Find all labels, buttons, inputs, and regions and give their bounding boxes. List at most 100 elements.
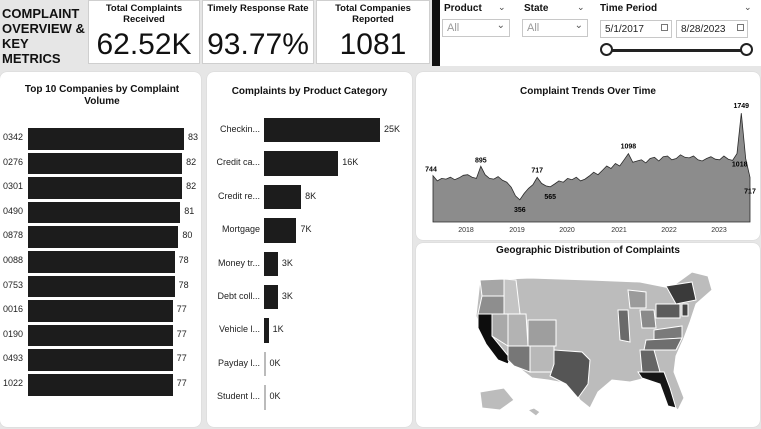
state-colorado: [527, 319, 557, 347]
start-date-value: 5/1/2017: [605, 24, 644, 35]
state-select[interactable]: All ⌄: [522, 19, 588, 37]
product-bar[interactable]: [264, 251, 278, 276]
product-bar[interactable]: [264, 218, 297, 243]
product-label: Student l...: [216, 391, 260, 402]
state-florida: [637, 371, 677, 409]
product-label: Payday l...: [217, 357, 260, 368]
company-label: 0753: [3, 279, 24, 290]
state-newjersey: [681, 303, 689, 317]
time-slider-end-handle[interactable]: [740, 43, 753, 56]
product-bar[interactable]: [264, 318, 269, 343]
chevron-down-icon[interactable]: ⌄: [744, 2, 752, 12]
kpi-value: 1081: [339, 28, 407, 61]
product-select-value: All: [447, 22, 460, 34]
company-label: 0493: [3, 353, 24, 364]
state-northcarolina: [643, 337, 683, 351]
time-slider-start-handle[interactable]: [600, 43, 613, 56]
company-bar[interactable]: [28, 128, 184, 150]
product-bar[interactable]: [264, 385, 266, 410]
company-bar[interactable]: [28, 300, 173, 322]
company-value: 78: [178, 279, 189, 290]
product-value: 3K: [281, 257, 293, 268]
state-pennsylvania: [655, 303, 681, 319]
state-ohio: [639, 309, 657, 329]
state-oregon: [477, 295, 505, 315]
trend-annotation: 1749: [734, 103, 750, 110]
company-bar[interactable]: [28, 251, 175, 273]
map-title: Geographic Distribution of Complaints: [496, 245, 680, 256]
trend-annotation: 565: [544, 194, 556, 201]
company-bar[interactable]: [28, 177, 183, 199]
kpi-label: Timely Response Rate: [207, 3, 309, 14]
product-category-chart: Checkin... 25K Credit ca... 16K Credit re...…: [207, 116, 412, 416]
product-bar[interactable]: [264, 118, 380, 143]
company-value: 81: [184, 205, 195, 216]
start-date-input[interactable]: 5/1/2017: [600, 20, 672, 38]
state-washington: [479, 278, 505, 297]
x-tick-label: 2018: [458, 227, 474, 234]
product-label: Mortgage: [221, 224, 260, 235]
company-label: 0342: [3, 132, 24, 142]
trend-area-series[interactable]: [432, 113, 751, 223]
company-label: 0276: [3, 156, 24, 167]
top-companies-title: Top 10 Companies by Complaint Volume: [24, 84, 180, 107]
company-bar[interactable]: [28, 226, 179, 248]
company-value: 78: [178, 255, 189, 265]
time-slider-track[interactable]: [607, 49, 747, 52]
product-bar[interactable]: [264, 351, 266, 377]
trend-annotation: 717: [531, 167, 543, 174]
company-bar[interactable]: [28, 152, 183, 175]
company-value: 83: [188, 132, 199, 142]
product-label: Checkin...: [219, 124, 260, 134]
x-tick-label: 2021: [611, 227, 627, 234]
chevron-down-icon: ⌄: [496, 20, 505, 31]
trends-title: Complaint Trends Over Time: [520, 86, 656, 97]
company-bar[interactable]: [28, 349, 173, 371]
top-companies-chart: 0342 83 0276 82 0301 82 0490 81 0878 80 0088 78 0753…: [0, 128, 201, 418]
kpi-label: Total Complaints Received: [105, 3, 183, 25]
product-value: 1K: [272, 324, 284, 335]
company-bar[interactable]: [28, 275, 175, 298]
product-value: 25K: [384, 124, 401, 134]
product-select[interactable]: All ⌄: [442, 19, 510, 37]
company-label: 0878: [3, 230, 24, 241]
state-texas: [549, 349, 591, 399]
calendar-icon: [737, 24, 744, 31]
product-value: 3K: [281, 291, 293, 301]
company-label: 0088: [3, 255, 24, 265]
trend-annotation: 744: [425, 167, 437, 174]
us-map[interactable]: [470, 260, 720, 420]
product-value: 8K: [305, 190, 317, 201]
company-bar[interactable]: [28, 324, 173, 347]
chevron-down-icon[interactable]: ⌄: [577, 2, 585, 12]
product-bar[interactable]: [264, 285, 278, 310]
state-michigan: [627, 289, 647, 309]
product-value: 7K: [300, 224, 312, 235]
page-title: COMPLAINT OVERVIEW & KEY METRICS: [2, 6, 85, 66]
company-label: 0490: [3, 205, 24, 216]
kpi-value: 62.52K: [96, 28, 192, 61]
chevron-down-icon[interactable]: ⌄: [498, 2, 506, 12]
state-select-value: All: [527, 22, 540, 34]
chevron-down-icon: ⌄: [574, 20, 583, 31]
trend-annotation: 356: [514, 207, 526, 214]
product-label: Credit re...: [217, 190, 260, 201]
x-tick-label: 2022: [661, 227, 677, 234]
end-date-input[interactable]: 8/28/2023: [676, 20, 748, 38]
x-tick-label: 2020: [559, 227, 575, 234]
product-label: Vehicle l...: [218, 324, 260, 335]
product-category-title: Complaints by Product Category: [231, 86, 388, 97]
end-date-value: 8/28/2023: [681, 24, 726, 35]
state-illinois: [617, 309, 631, 343]
company-bar[interactable]: [28, 201, 181, 224]
state-utah: [507, 313, 529, 347]
product-value: 16K: [342, 157, 359, 168]
product-bar[interactable]: [264, 184, 302, 210]
company-bar[interactable]: [28, 374, 173, 396]
product-value: 0K: [269, 391, 281, 402]
company-value: 77: [176, 378, 187, 388]
product-filter-label: Product: [444, 3, 482, 14]
kpi-total-complaints: Total Complaints Received 62.52K: [88, 0, 200, 64]
trend-annotation: 1098: [621, 144, 637, 151]
product-bar[interactable]: [264, 151, 339, 176]
